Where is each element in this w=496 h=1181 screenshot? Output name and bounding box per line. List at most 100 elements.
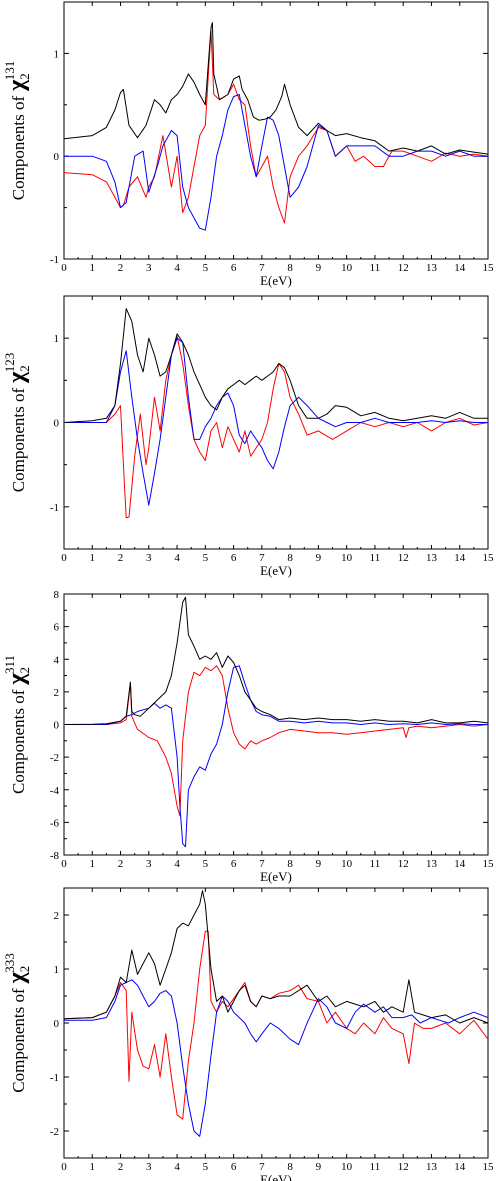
y-axis-label-superscript: 311 (2, 655, 17, 674)
y-axis-label-prefix: Components of (9, 988, 28, 1093)
y-axis-label-prefix: Components of (9, 96, 28, 201)
plot-frame (63, 593, 489, 856)
y-tick-label: 2 (54, 687, 60, 699)
x-tick-label: 4 (174, 858, 180, 870)
x-tick-label: 9 (316, 858, 322, 870)
x-tick-label: 7 (259, 262, 265, 274)
x-tick-label: 13 (426, 858, 438, 870)
x-tick-label: 10 (341, 1161, 353, 1173)
series-line-3 (64, 665, 488, 848)
y-tick-label: 0 (54, 151, 60, 163)
x-tick-label: 14 (454, 262, 466, 274)
y-tick-label: 4 (54, 654, 60, 666)
x-tick-label: 13 (426, 1161, 438, 1173)
x-tick-label: 4 (174, 262, 180, 274)
x-tick-label: 11 (370, 1161, 381, 1173)
plot-frame (63, 295, 489, 550)
y-tick-label: -8 (50, 850, 60, 862)
y-tick-label: 8 (54, 589, 60, 601)
x-tick-label: 0 (61, 262, 67, 274)
y-tick-label: 1 (54, 964, 60, 976)
x-tick-label: 15 (483, 262, 495, 274)
x-tick-label: 6 (231, 552, 237, 564)
series-line-2 (64, 30, 488, 224)
series-line-2 (64, 930, 488, 1120)
x-tick-label: 0 (61, 858, 67, 870)
y-axis-label-prefix: Components of (9, 388, 28, 493)
y-axis-label-symbol: χ (4, 79, 30, 92)
x-tick-label: 3 (146, 552, 152, 564)
x-tick-label: 14 (454, 552, 466, 564)
x-axis-label: E(eV) (260, 273, 292, 288)
y-axis-label-symbol: χ (4, 673, 30, 686)
x-tick-label: 12 (398, 552, 409, 564)
x-tick-label: 2 (118, 552, 124, 564)
series-line-1 (64, 22, 488, 155)
x-tick-label: 8 (287, 858, 293, 870)
x-axis-label: E(eV) (260, 1172, 292, 1181)
series-line-3 (64, 979, 488, 1137)
x-tick-label: 1 (90, 262, 96, 274)
series-line-3 (64, 337, 488, 506)
x-tick-label: 9 (316, 552, 322, 564)
x-tick-label: 7 (259, 1161, 265, 1173)
y-axis-label-subscript: 2 (17, 365, 32, 372)
y-axis-label-superscript: 123 (2, 353, 17, 373)
x-tick-label: 6 (231, 858, 237, 870)
y-axis-label-superscript: 131 (2, 61, 17, 81)
y-axis-label-prefix: Components of (9, 689, 28, 794)
y-axis-label: Components of χ2123 (2, 353, 32, 492)
x-tick-label: 9 (316, 262, 322, 274)
x-tick-label: 3 (146, 1161, 152, 1173)
y-tick-label: -4 (50, 785, 60, 797)
x-tick-label: 11 (370, 262, 381, 274)
y-axis-label-symbol: χ (4, 971, 30, 984)
y-tick-label: -1 (50, 254, 59, 266)
y-axis-label: Components of χ2311 (2, 655, 32, 794)
y-tick-label: 0 (54, 1018, 60, 1030)
x-tick-label: 5 (203, 262, 209, 274)
y-tick-label: -6 (50, 817, 60, 829)
y-tick-label: 2 (54, 910, 60, 922)
y-tick-label: 1 (54, 48, 60, 60)
x-tick-label: 10 (341, 262, 353, 274)
x-tick-label: 15 (483, 552, 495, 564)
x-tick-label: 15 (483, 1161, 495, 1173)
y-axis-label: Components of χ2131 (2, 61, 32, 200)
series-line-2 (64, 336, 488, 519)
y-axis-label-subscript: 2 (17, 73, 32, 80)
x-tick-label: 7 (259, 858, 265, 870)
x-tick-label: 1 (90, 1161, 96, 1173)
x-tick-label: 4 (174, 1161, 180, 1173)
plot-frame (63, 1, 489, 260)
x-tick-label: 13 (426, 262, 438, 274)
x-tick-label: 8 (287, 262, 293, 274)
series-line-1 (64, 596, 488, 725)
x-axis-label: E(eV) (260, 563, 292, 578)
x-tick-label: 14 (454, 1161, 466, 1173)
y-tick-label: -2 (50, 752, 59, 764)
y-tick-label: 0 (54, 720, 60, 732)
y-tick-label: 1 (54, 333, 60, 345)
x-tick-label: 13 (426, 552, 438, 564)
x-tick-label: 9 (316, 1161, 322, 1173)
x-tick-label: 2 (118, 262, 124, 274)
y-axis-label-subscript: 2 (17, 667, 32, 674)
y-axis-label-symbol: χ (4, 371, 30, 384)
y-tick-label: -2 (50, 1126, 59, 1138)
series-line-3 (64, 94, 488, 231)
y-tick-label: -1 (50, 1072, 59, 1084)
x-tick-label: 10 (341, 552, 353, 564)
x-tick-label: 1 (90, 552, 96, 564)
x-tick-label: 2 (118, 858, 124, 870)
series-line-1 (64, 890, 488, 1024)
y-axis-label-subscript: 2 (17, 966, 32, 973)
x-tick-label: 11 (370, 552, 381, 564)
x-tick-label: 12 (398, 1161, 409, 1173)
x-axis-label: E(eV) (260, 869, 292, 884)
x-tick-label: 2 (118, 1161, 124, 1173)
chart-panel-1: 0 1 2 3 4 5 6 7 8 9 10 11 12 13 14 15-101E(eV)Component… (2, 1, 495, 288)
chart-panel-3: 0 1 2 3 4 5 6 7 8 9 10 11 12 13 14 15-8-6-4-202468E(eV)… (2, 589, 494, 884)
x-tick-label: 8 (287, 552, 293, 564)
